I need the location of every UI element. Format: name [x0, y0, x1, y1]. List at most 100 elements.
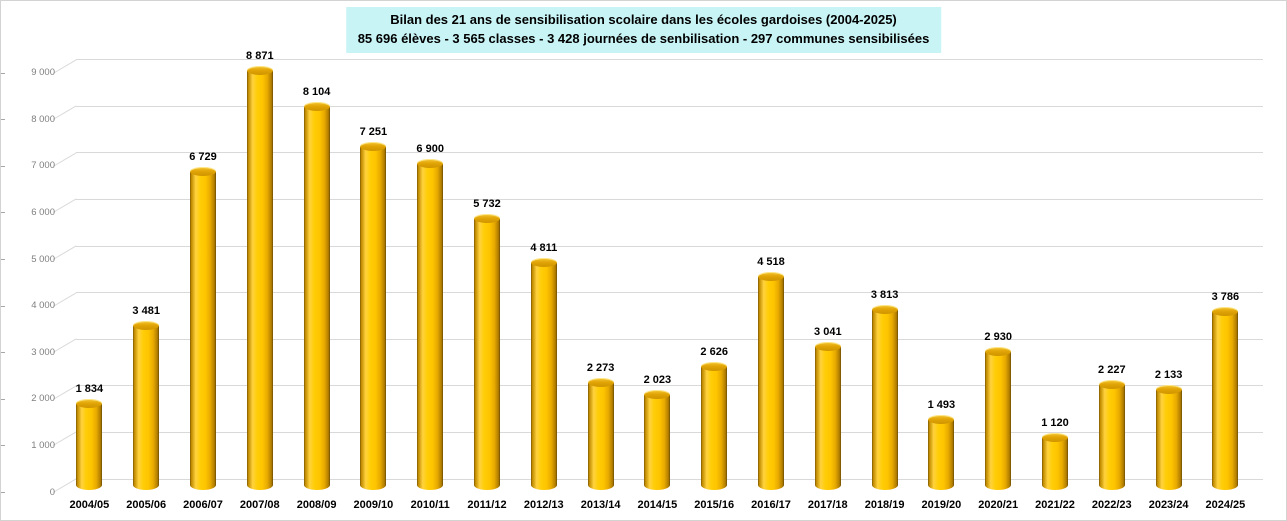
bar-cylinder	[1212, 306, 1239, 490]
x-axis-category-label: 2018/19	[864, 499, 905, 511]
y-gridline	[76, 152, 1263, 154]
axis-edge-tick	[1, 492, 5, 493]
bar-value-label: 7 251	[359, 126, 388, 139]
x-axis-category-label: 2004/05	[69, 499, 110, 511]
x-axis-category-label: 2011/12	[467, 499, 507, 511]
axis-edge-tick	[1, 398, 5, 400]
bar-value-label: 4 811	[530, 241, 558, 254]
bar-cylinder-top	[360, 142, 387, 152]
x-axis-category-label: 2007/08	[239, 499, 280, 511]
x-axis-category-label: 2020/21	[978, 499, 1019, 511]
bar-cylinder	[190, 167, 216, 490]
bar-cylinder-top	[701, 361, 728, 371]
bar-cylinder	[814, 341, 841, 490]
bar-cylinder-top	[1212, 306, 1239, 316]
y-axis-tick-label: 3 000	[31, 346, 55, 358]
bar-cylinder	[1155, 384, 1182, 490]
x-axis-category-label: 2010/11	[410, 499, 450, 511]
bar-value-label: 5 732	[473, 198, 501, 211]
bar-value-label: 2 227	[1098, 364, 1126, 377]
x-axis-category-label: 2008/09	[296, 499, 337, 511]
bar-cylinder-top	[644, 390, 671, 400]
bar-cylinder	[76, 399, 103, 490]
bar-cylinder	[985, 347, 1012, 490]
bar-value-label: 2 133	[1154, 368, 1183, 381]
x-axis-category-label: 2005/06	[126, 499, 167, 511]
bar-cylinder	[587, 378, 614, 490]
bar-cylinder	[417, 158, 444, 490]
bar-cylinder-top	[985, 347, 1012, 357]
axis-edge-tick	[1, 445, 5, 447]
x-axis-category-label: 2014/15	[637, 499, 678, 511]
y-axis-tick-label: 6 000	[31, 206, 55, 218]
axis-edge-tick	[1, 72, 5, 74]
y-gridline-depth-segment	[52, 478, 77, 493]
y-gridline-depth-segment	[52, 59, 77, 74]
bar-cylinder-top	[1098, 380, 1125, 390]
bar-cylinder	[303, 101, 330, 490]
y-gridline	[76, 292, 1263, 294]
bar-value-label: 2 626	[700, 345, 728, 358]
axis-edge-tick	[1, 352, 5, 354]
y-gridline-depth-segment	[52, 245, 77, 260]
bar-cylinder	[133, 321, 160, 490]
y-axis-tick-label: 9 000	[31, 67, 55, 79]
bar-cylinder	[1042, 432, 1068, 490]
x-axis-category-label: 2006/07	[183, 499, 223, 511]
x-axis-category-label: 2019/20	[921, 499, 962, 511]
bar-value-label: 8 104	[302, 85, 331, 98]
axis-edge-tick	[1, 212, 5, 214]
bar-cylinder	[928, 415, 955, 490]
bar-value-label: 6 900	[416, 142, 444, 155]
axis-edge-tick	[1, 165, 5, 167]
bar-value-label: 3 041	[814, 325, 842, 338]
bar-cylinder-top	[303, 101, 330, 111]
chart-title-line2: 85 696 élèves - 3 565 classes - 3 428 jo…	[357, 30, 930, 46]
bar-value-label: 3 786	[1211, 290, 1240, 303]
y-axis-tick-label: 7 000	[31, 160, 55, 172]
bar-value-label: 1 120	[1041, 416, 1069, 429]
y-gridline-depth-segment	[52, 292, 77, 307]
x-axis-category-label: 2021/22	[1035, 499, 1075, 511]
bar-value-label: 8 871	[246, 49, 274, 62]
bar-cylinder-top	[246, 65, 273, 75]
x-axis-category-label: 2017/18	[807, 499, 848, 511]
bar-value-label: 3 481	[132, 305, 160, 317]
bar-cylinder-top	[1155, 384, 1182, 394]
bar-cylinder	[1098, 380, 1125, 490]
bar-cylinder-top	[417, 158, 444, 168]
bar-value-label: 4 518	[757, 255, 785, 268]
x-axis-category-label: 2013/14	[580, 499, 621, 511]
y-gridline	[76, 338, 1263, 340]
y-axis-tick-label: 2 000	[31, 393, 55, 405]
bar-value-label: 2 023	[643, 374, 672, 387]
x-axis-category-label: 2024/25	[1205, 499, 1246, 511]
bar-value-label: 1 493	[927, 399, 956, 412]
y-gridline-depth-segment	[52, 105, 77, 121]
y-axis-tick-label: 0	[49, 486, 55, 498]
bar-cylinder	[246, 65, 273, 490]
y-gridline-depth-segment	[52, 338, 77, 354]
bar-cylinder-top	[814, 341, 841, 351]
y-axis-tick-label: 1 000	[31, 439, 55, 451]
bar-cylinder	[530, 257, 557, 490]
x-axis-category-label: 2023/24	[1148, 499, 1189, 511]
bar-value-label: 3 813	[870, 289, 899, 302]
bar-cylinder	[474, 214, 500, 490]
chart-title-line1: Bilan des 21 ans de sensibilisation scol…	[390, 12, 897, 27]
y-gridline	[76, 245, 1263, 247]
bar-cylinder	[758, 271, 784, 490]
y-axis-tick-label: 8 000	[31, 113, 55, 125]
x-axis-category-label: 2015/16	[694, 499, 735, 511]
bar-value-label: 6 729	[189, 151, 217, 164]
bar-cylinder-top	[871, 305, 898, 315]
y-gridline	[76, 198, 1263, 200]
bar-cylinder-top	[1042, 432, 1068, 442]
axis-edge-tick	[1, 119, 5, 121]
y-gridline-depth-segment	[52, 152, 77, 167]
bar-cylinder	[871, 305, 898, 490]
bar-cylinder-top	[133, 321, 160, 330]
y-gridline-depth-segment	[52, 431, 77, 447]
bar-cylinder-top	[474, 214, 500, 224]
x-axis-category-label: 2022/23	[1091, 499, 1132, 511]
